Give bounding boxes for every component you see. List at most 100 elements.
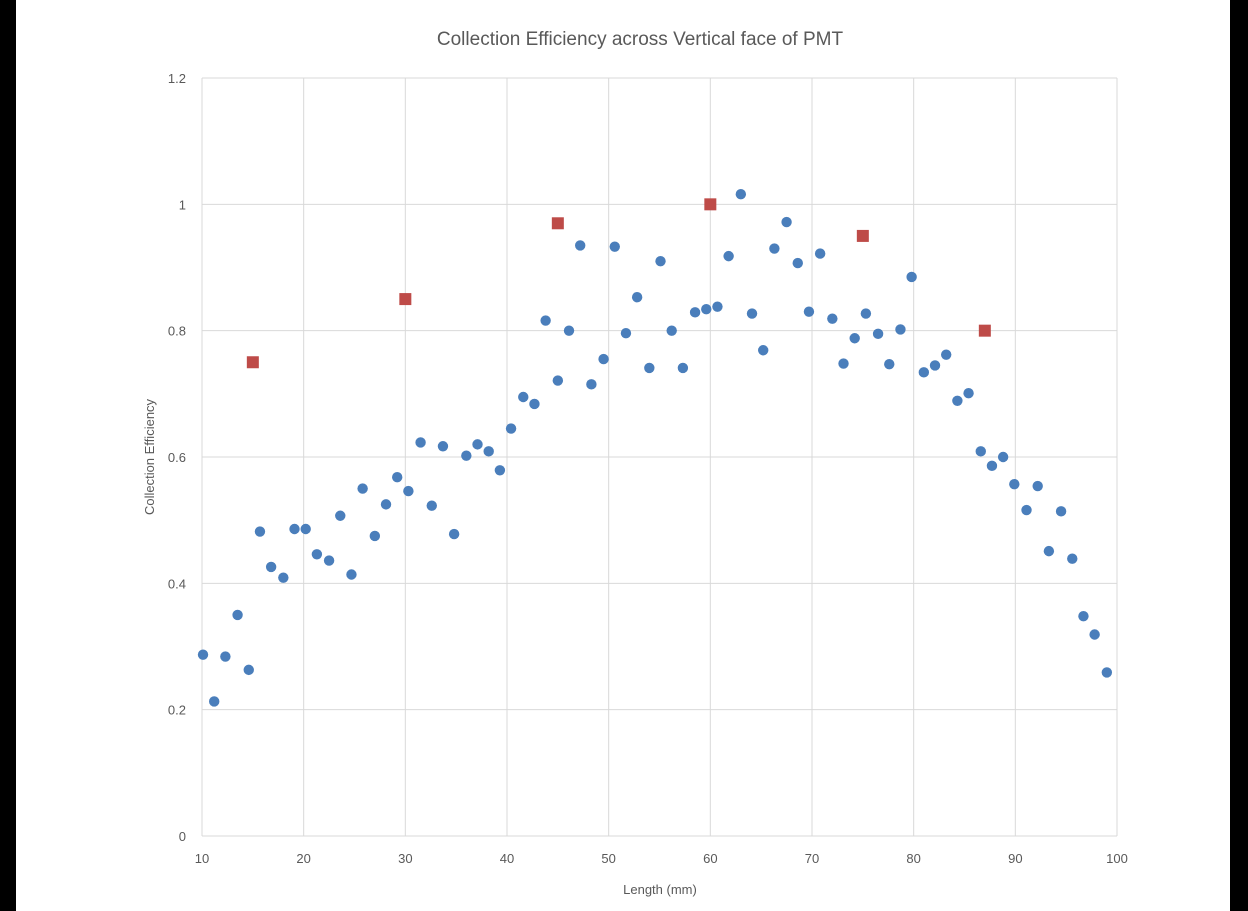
- data-point-circle: [437, 441, 449, 452]
- data-point-circle: [701, 303, 712, 315]
- chart-title: Collection Efficiency across Vertical fa…: [437, 29, 844, 50]
- data-point-square: [704, 198, 717, 211]
- data-point-circle: [392, 472, 403, 483]
- data-point-circle: [335, 510, 346, 521]
- data-point-circle: [518, 391, 529, 403]
- data-point-circle: [941, 349, 952, 360]
- data-point-circle: [803, 306, 815, 317]
- data-point-circle: [472, 439, 483, 450]
- data-point-circle: [827, 313, 838, 324]
- x-tick-label: 50: [601, 851, 615, 866]
- data-point-circle: [232, 609, 243, 621]
- data-point-square: [399, 293, 412, 306]
- data-point-circle: [644, 362, 655, 374]
- data-point-circle: [323, 555, 335, 566]
- data-point-circle: [849, 333, 860, 344]
- data-point-circle: [712, 301, 723, 312]
- data-point-circle: [369, 530, 381, 542]
- data-point-circle: [997, 451, 1009, 463]
- data-point-circle: [346, 569, 357, 580]
- x-axis-title: Length (mm): [623, 882, 697, 897]
- x-tick-label: 90: [1008, 851, 1022, 866]
- data-point-circle: [243, 664, 254, 676]
- data-point-circle: [872, 328, 884, 340]
- x-tick-label: 100: [1106, 851, 1128, 866]
- data-point-circle: [781, 216, 792, 228]
- data-point-circle: [289, 523, 300, 535]
- data-point-circle: [300, 523, 311, 535]
- data-point-circle: [1009, 478, 1020, 490]
- x-tick-label: 80: [906, 851, 920, 866]
- data-point-circle: [575, 240, 586, 251]
- data-point-circle: [609, 241, 620, 252]
- data-point-circle: [220, 651, 231, 662]
- data-point-circle: [380, 499, 392, 510]
- data-point-circle: [505, 423, 517, 434]
- data-point-circle: [586, 379, 597, 390]
- data-point-circle: [197, 649, 209, 660]
- data-point-circle: [860, 308, 872, 319]
- data-point-square: [856, 229, 869, 242]
- data-point-circle: [254, 526, 266, 537]
- x-tick-label: 70: [805, 851, 819, 866]
- data-point-circle: [1032, 480, 1043, 492]
- data-point-circle: [952, 395, 963, 406]
- data-point-circle: [963, 388, 974, 399]
- data-point-circle: [620, 327, 632, 339]
- data-point-circle: [265, 561, 277, 573]
- data-point-circle: [746, 308, 758, 319]
- y-tick-label: 0.2: [168, 703, 186, 718]
- x-tick-label: 10: [195, 851, 209, 866]
- gridlines: [201, 77, 1118, 837]
- data-point-circle: [838, 358, 849, 369]
- data-point-circle: [278, 572, 289, 583]
- data-point-circle: [1078, 610, 1089, 622]
- data-point-circle: [655, 255, 666, 267]
- data-point-circle: [677, 362, 689, 374]
- data-point-circle: [403, 485, 414, 497]
- data-point-circle: [884, 358, 895, 370]
- data-point-circle: [792, 257, 803, 269]
- data-point-circle: [311, 549, 323, 560]
- data-point-circle: [975, 446, 986, 457]
- data-point-circle: [448, 528, 460, 540]
- data-point-circle: [552, 375, 564, 386]
- data-point-circle: [415, 437, 426, 448]
- data-point-circle: [735, 189, 747, 200]
- data-point-circle: [529, 398, 540, 410]
- data-point-circle: [598, 353, 609, 365]
- x-tick-label: 30: [398, 851, 412, 866]
- data-point-circle: [1101, 667, 1113, 678]
- data-point-circle: [494, 465, 506, 476]
- data-point-circle: [1089, 629, 1100, 640]
- data-point-circle: [723, 250, 734, 262]
- data-point-circle: [814, 248, 826, 259]
- y-tick-label: 1: [179, 197, 186, 212]
- data-point-circle: [1055, 506, 1067, 517]
- tick-labels: 0 0.2 0.4 0.6 0.8 1 1.2 10 20 30 40 50 60 70 80 90 100: [168, 71, 1128, 866]
- data-point-square: [246, 356, 259, 369]
- data-points: [197, 189, 1113, 707]
- y-tick-label: 0.4: [168, 576, 186, 591]
- data-point-circle: [929, 360, 941, 371]
- data-point-circle: [758, 345, 769, 356]
- y-tick-label: 0.8: [168, 324, 186, 339]
- x-tick-label: 60: [703, 851, 717, 866]
- data-point-circle: [1043, 545, 1055, 557]
- data-point-circle: [357, 483, 368, 494]
- chart-panel: [16, 0, 1230, 911]
- data-point-circle: [461, 450, 472, 461]
- data-point-circle: [540, 315, 551, 326]
- x-tick-label: 20: [296, 851, 310, 866]
- data-point-square: [978, 324, 991, 337]
- data-point-circle: [209, 696, 220, 707]
- data-point-circle: [631, 291, 643, 303]
- data-point-circle: [769, 243, 780, 254]
- data-point-circle: [918, 367, 930, 378]
- data-point-circle: [666, 325, 677, 336]
- x-tick-label: 40: [500, 851, 514, 866]
- data-point-circle: [483, 446, 494, 457]
- y-tick-label: 0: [179, 829, 186, 844]
